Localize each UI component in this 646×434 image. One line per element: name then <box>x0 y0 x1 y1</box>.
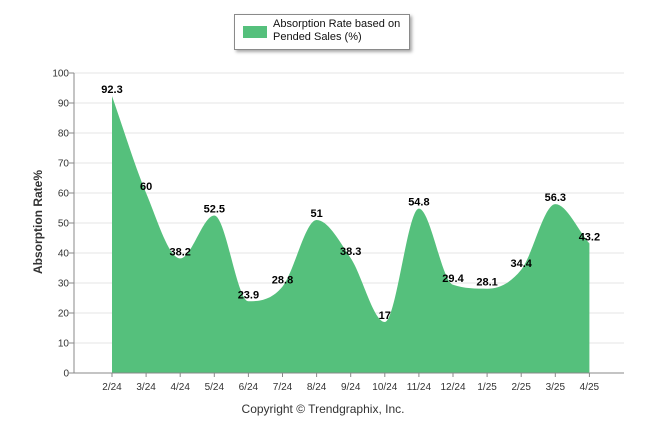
y-tick-label: 40 <box>58 249 70 260</box>
x-tick-label: 3/24 <box>136 382 156 393</box>
y-tick-label: 90 <box>58 99 70 110</box>
data-label: 60 <box>140 181 152 193</box>
data-label: 28.8 <box>272 275 293 287</box>
data-label: 51 <box>310 208 322 220</box>
y-tick-label: 10 <box>58 339 70 350</box>
data-label: 28.1 <box>476 277 497 289</box>
x-tick-label: 2/24 <box>102 382 122 393</box>
x-tick-label: 3/25 <box>546 382 566 393</box>
data-label: 17 <box>379 310 391 322</box>
y-tick-label: 60 <box>58 189 70 200</box>
y-tick-label: 100 <box>52 69 69 80</box>
series-area <box>112 96 590 373</box>
data-label: 43.2 <box>579 231 600 243</box>
y-tick-label: 70 <box>58 159 70 170</box>
y-tick-label: 30 <box>58 279 70 290</box>
data-label: 92.3 <box>101 84 122 96</box>
y-tick-label: 50 <box>58 219 70 230</box>
x-tick-label: 2/25 <box>511 382 531 393</box>
x-tick-label: 8/24 <box>307 382 327 393</box>
x-tick-label: 10/24 <box>372 382 397 393</box>
y-tick-label: 20 <box>58 309 70 320</box>
legend-swatch <box>243 26 267 38</box>
x-tick-label: 11/24 <box>407 382 432 393</box>
x-tick-label: 4/25 <box>580 382 600 393</box>
y-tick-labels: 0 10 20 30 40 50 60 70 80 90 100 <box>52 69 69 380</box>
axes <box>73 73 624 374</box>
data-label: 38.2 <box>169 246 190 258</box>
data-label: 23.9 <box>238 289 259 301</box>
x-tick-label: 7/24 <box>273 382 293 393</box>
data-labels: 92.3 60 38.2 52.5 23.9 28.8 51 38.3 17 54.8 29.4 28… <box>101 84 600 322</box>
data-label: 29.4 <box>442 273 464 285</box>
y-tick-label: 0 <box>63 369 69 380</box>
x-tick-label: 1/25 <box>477 382 497 393</box>
x-tick-label: 4/24 <box>170 382 190 393</box>
legend-label: Absorption Rate based on Pended Sales (%… <box>273 18 401 43</box>
data-label: 52.5 <box>204 204 225 216</box>
x-tick-label: 5/24 <box>205 382 225 393</box>
x-tick-label: 9/24 <box>341 382 361 393</box>
x-tick-label: 12/24 <box>440 382 465 393</box>
copyright-text: Copyright © Trendgraphix, Inc. <box>241 402 405 416</box>
data-label: 56.3 <box>545 192 566 204</box>
data-label: 38.3 <box>340 246 361 258</box>
x-tick-label: 6/24 <box>239 382 259 393</box>
x-tick-labels: 2/24 3/24 4/24 5/24 6/24 7/24 8/24 9/24 10/24 11/… <box>102 373 600 393</box>
data-label: 54.8 <box>408 197 429 209</box>
y-tick-label: 80 <box>58 129 70 140</box>
data-label: 34.4 <box>510 258 532 270</box>
legend: Absorption Rate based on Pended Sales (%… <box>234 14 410 50</box>
y-axis-label: Absorption Rate% <box>31 169 45 275</box>
